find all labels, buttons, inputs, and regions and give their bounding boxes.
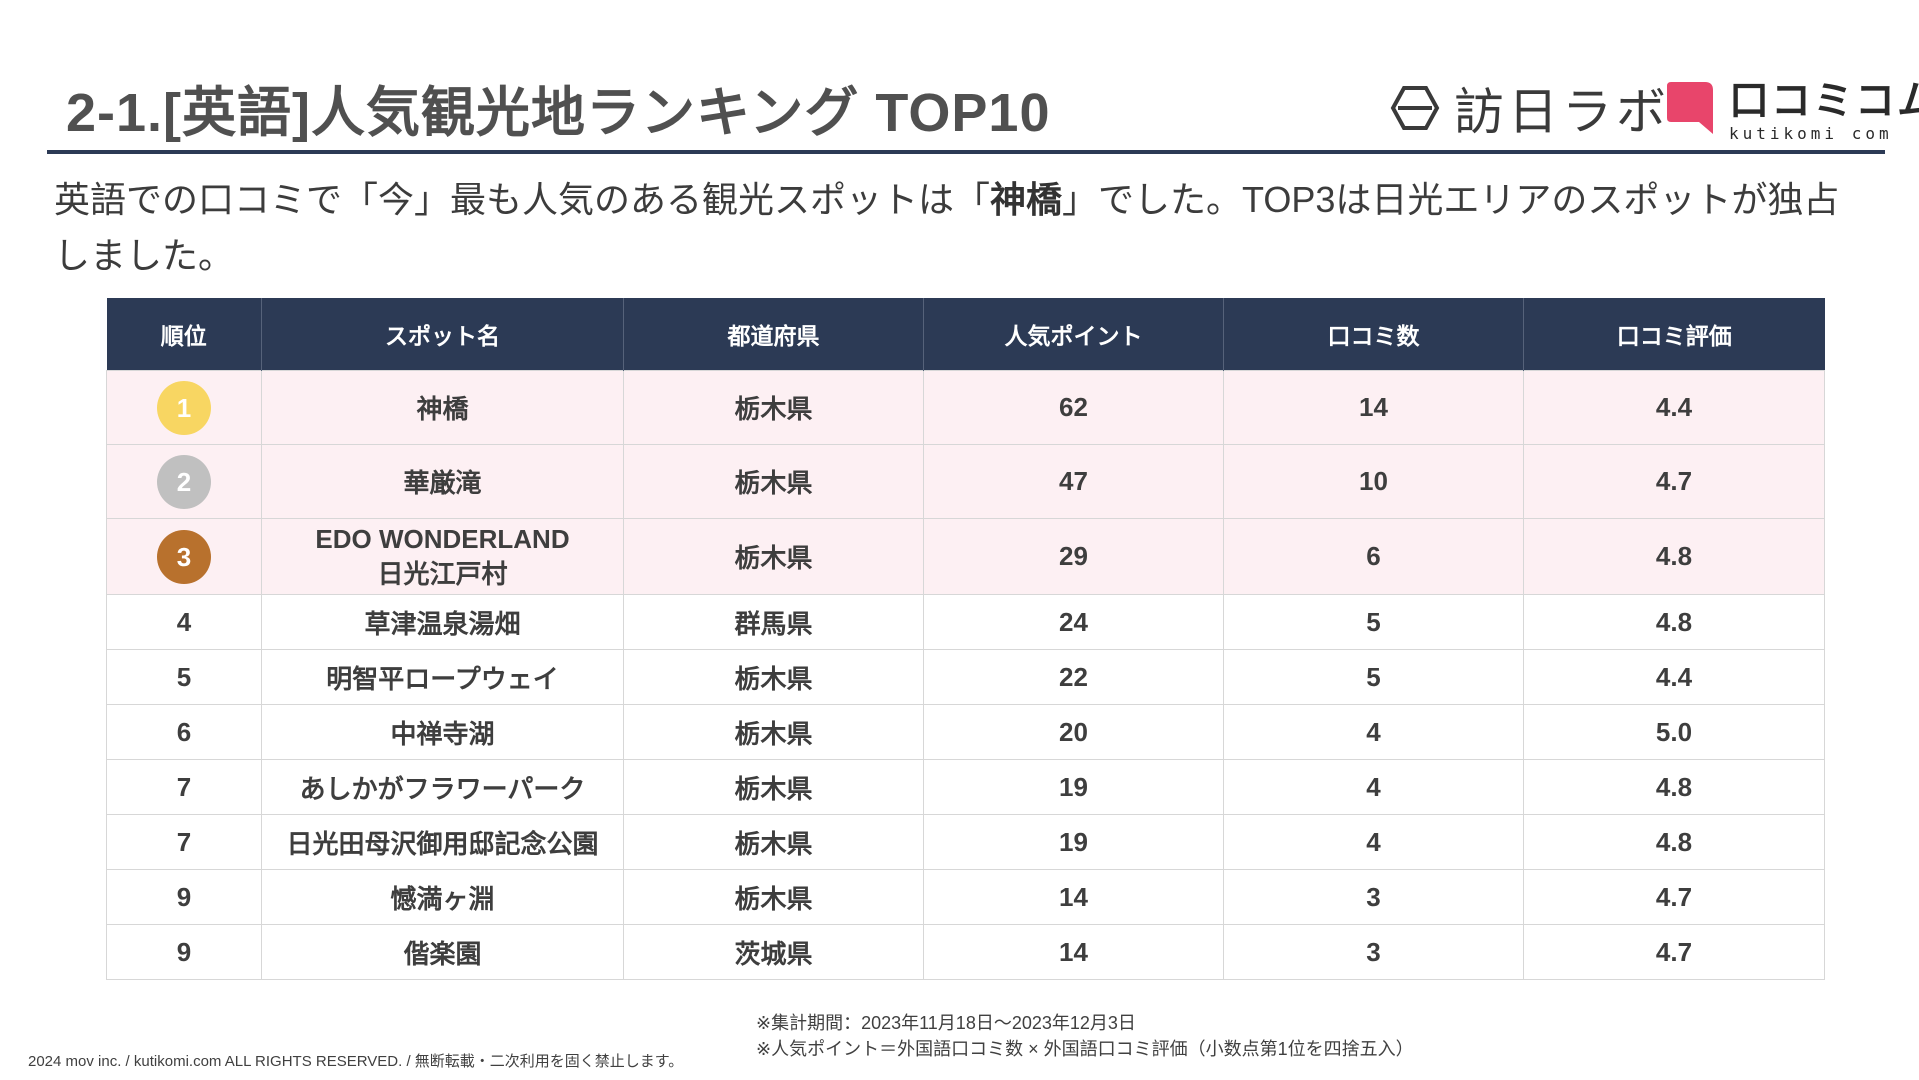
prefecture: 栃木県: [623, 869, 924, 925]
review-count: 6: [1223, 518, 1524, 595]
header-rating: 口コミ評価: [1523, 298, 1825, 371]
kutikomi-wordmark: 口コミコム: [1729, 79, 1919, 123]
prefecture: 栃木県: [623, 704, 924, 760]
footnotes: ※集計期間：2023年11月18日～2023年12月3日 ※人気ポイント＝外国語…: [756, 1010, 1414, 1062]
hexagon-logo-icon: [1390, 86, 1440, 130]
rating: 5.0: [1523, 704, 1825, 760]
rating: 4.8: [1523, 518, 1825, 595]
speech-bubble-logo-icon: [1667, 82, 1713, 134]
rating: 4.4: [1523, 649, 1825, 705]
review-count: 3: [1223, 869, 1524, 925]
header-spot: スポット名: [261, 298, 624, 371]
spot-name: 草津温泉湯畑: [261, 594, 624, 650]
bronze-medal-rank: 3: [157, 529, 211, 584]
honichi-lab-wordmark: 訪日ラボ: [1454, 84, 1670, 140]
rank: 4: [106, 594, 262, 650]
prefecture: 群馬県: [623, 594, 924, 650]
lead-text: 英語での口コミで「今」最も人気のある観光スポットは「神橋」でした。TOP3は日光…: [54, 179, 1840, 276]
review-count: 10: [1223, 444, 1524, 519]
spot-name: 偕楽園: [261, 924, 624, 980]
rating: 4.7: [1523, 444, 1825, 519]
points: 29: [923, 518, 1224, 595]
rank: 7: [106, 759, 262, 815]
spot-name: 神橋: [261, 370, 624, 445]
silver-medal-rank: 2: [157, 454, 211, 509]
lead-highlight: 神橋: [990, 179, 1063, 220]
points: 24: [923, 594, 1224, 650]
prefecture: 栃木県: [623, 759, 924, 815]
review-count: 4: [1223, 759, 1524, 815]
spot-name: 憾満ヶ淵: [261, 869, 624, 925]
rating: 4.8: [1523, 759, 1825, 815]
table-row: 3 EDO WONDERLAND 日光江戸村 栃木県 29 6 4.8: [106, 518, 1825, 595]
page-title: 2-1.[英語]人気観光地ランキング TOP10: [66, 83, 1051, 143]
prefecture: 栃木県: [623, 444, 924, 519]
table-row: 7 日光田母沢御用邸記念公園 栃木県 19 4 4.8: [106, 814, 1825, 870]
review-count: 4: [1223, 704, 1524, 760]
rating: 4.4: [1523, 370, 1825, 445]
prefecture: 茨城県: [623, 924, 924, 980]
rating: 4.7: [1523, 924, 1825, 980]
table-row: 2 華厳滝 栃木県 47 10 4.7: [106, 444, 1825, 519]
copyright: 2024 mov inc. / kutikomi.com ALL RIGHTS …: [28, 1053, 684, 1070]
table-header-row: 順位 スポット名 都道府県 人気ポイント 口コミ数 口コミ評価: [106, 298, 1825, 371]
points: 22: [923, 649, 1224, 705]
rating: 4.7: [1523, 869, 1825, 925]
table-row: 6 中禅寺湖 栃木県 20 4 5.0: [106, 704, 1825, 760]
spot-name: あしかがフラワーパーク: [261, 759, 624, 815]
spot-name: 華厳滝: [261, 444, 624, 519]
rank: 9: [106, 924, 262, 980]
prefecture: 栃木県: [623, 370, 924, 445]
review-count: 5: [1223, 594, 1524, 650]
spot-name: 中禅寺湖: [261, 704, 624, 760]
prefecture: 栃木県: [623, 649, 924, 705]
spot-name: EDO WONDERLAND 日光江戸村: [261, 518, 624, 595]
header-prefecture: 都道府県: [623, 298, 924, 371]
points: 14: [923, 869, 1224, 925]
rank: 6: [106, 704, 262, 760]
table-row: 7 あしかがフラワーパーク 栃木県 19 4 4.8: [106, 759, 1825, 815]
review-count: 3: [1223, 924, 1524, 980]
header-reviews: 口コミ数: [1223, 298, 1524, 371]
review-count: 14: [1223, 370, 1524, 445]
title-divider: [47, 150, 1885, 154]
rank: 9: [106, 869, 262, 925]
note-formula: ※人気ポイント＝外国語口コミ数 × 外国語口コミ評価（小数点第1位を四捨五入）: [756, 1039, 1414, 1059]
review-count: 5: [1223, 649, 1524, 705]
points: 62: [923, 370, 1224, 445]
ranking-table: 順位 スポット名 都道府県 人気ポイント 口コミ数 口コミ評価 1 神橋 栃木県…: [106, 298, 1825, 980]
points: 47: [923, 444, 1224, 519]
points: 19: [923, 759, 1224, 815]
rank: 7: [106, 814, 262, 870]
rating: 4.8: [1523, 814, 1825, 870]
prefecture: 栃木県: [623, 814, 924, 870]
points: 19: [923, 814, 1224, 870]
kutikomi-logo: 口コミコム kutikomi com: [1665, 80, 1919, 143]
spot-name: 日光田母沢御用邸記念公園: [261, 814, 624, 870]
gold-medal-rank: 1: [157, 380, 211, 435]
header-rank: 順位: [106, 298, 262, 371]
table-row: 4 草津温泉湯畑 群馬県 24 5 4.8: [106, 594, 1825, 650]
kutikomi-subtext: kutikomi com: [1729, 124, 1893, 143]
spot-name: 明智平ロープウェイ: [261, 649, 624, 705]
table-row: 9 憾満ヶ淵 栃木県 14 3 4.7: [106, 869, 1825, 925]
prefecture: 栃木県: [623, 518, 924, 595]
rank: 5: [106, 649, 262, 705]
header-points: 人気ポイント: [923, 298, 1224, 371]
note-period: ※集計期間：2023年11月18日～2023年12月3日: [756, 1013, 1136, 1033]
points: 20: [923, 704, 1224, 760]
review-count: 4: [1223, 814, 1524, 870]
honichi-lab-logo: 訪日ラボ: [1390, 80, 1670, 140]
table-row: 1 神橋 栃木県 62 14 4.4: [106, 370, 1825, 445]
rating: 4.8: [1523, 594, 1825, 650]
table-row: 5 明智平ロープウェイ 栃木県 22 5 4.4: [106, 649, 1825, 705]
points: 14: [923, 924, 1224, 980]
table-row: 9 偕楽園 茨城県 14 3 4.7: [106, 924, 1825, 980]
